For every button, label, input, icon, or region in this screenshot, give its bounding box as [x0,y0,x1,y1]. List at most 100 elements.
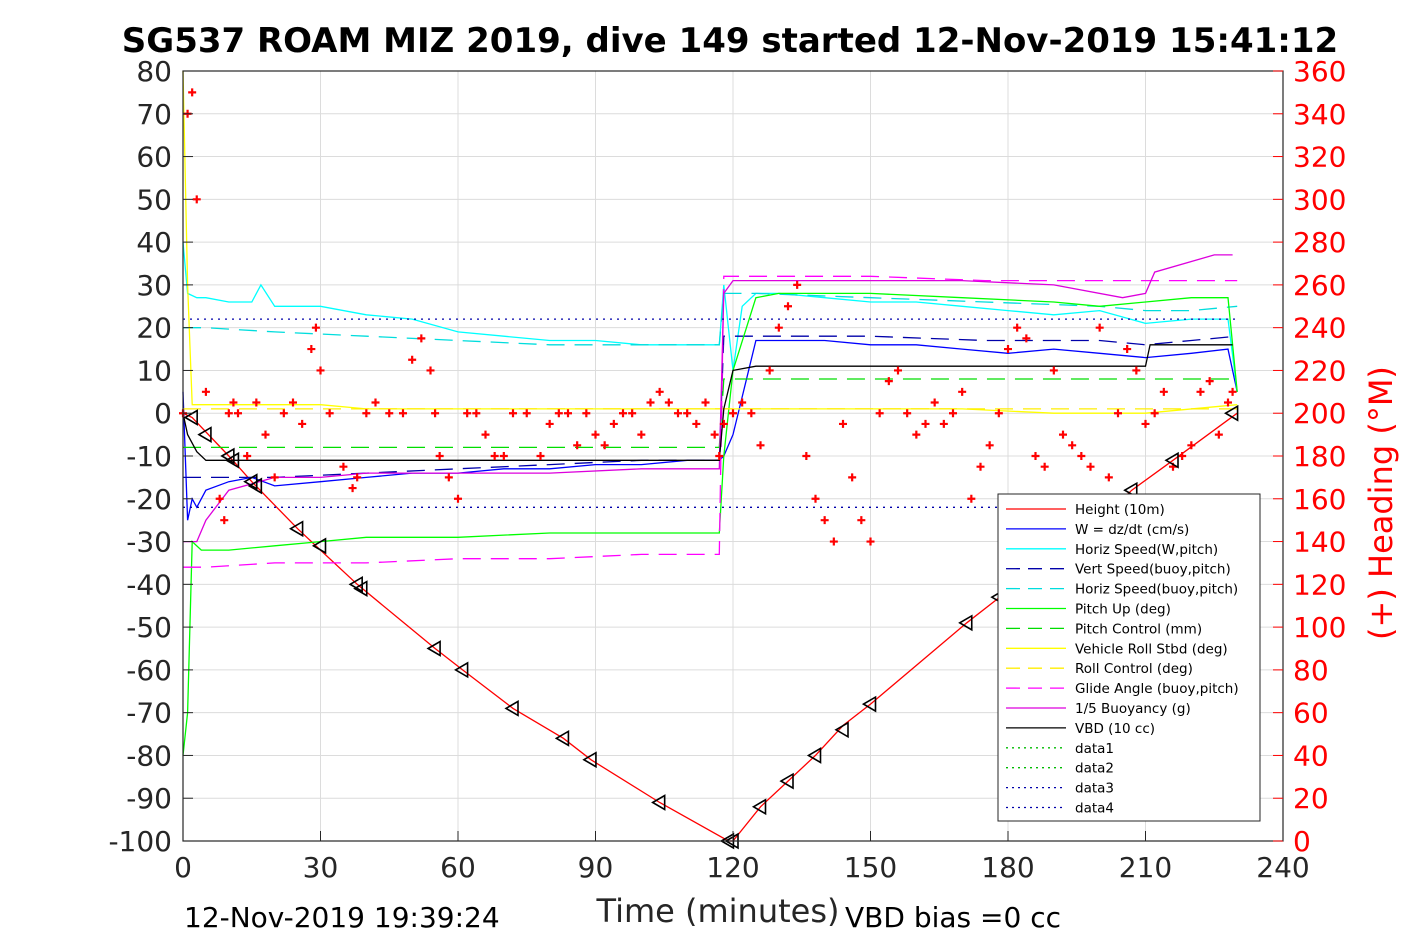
dive-marker [751,798,767,816]
heading-point [921,419,930,428]
heading-point [1095,323,1104,332]
heading-point [729,409,737,418]
series-line-6 [183,378,1238,449]
y-left-tick-label: 20 [136,312,172,345]
heading-point [719,419,728,428]
legend-label-7: Vehicle Roll Stbd (deg) [1075,641,1228,657]
dive-marker [1223,404,1239,422]
x-tick-label: 90 [578,851,614,884]
heading-point [857,516,866,525]
y-right-tick-label: 320 [1293,141,1346,174]
legend-label-0: Height (10m) [1075,502,1165,518]
y-right-tick-label: 120 [1293,568,1346,601]
heading-point [192,195,201,204]
heading-point [362,409,371,418]
heading-point [1022,334,1031,343]
heading-point [325,409,334,418]
heading-point [628,409,637,418]
heading-point [958,387,967,396]
heading-point [1077,452,1086,460]
y-right-tick-label: 180 [1293,440,1346,473]
heading-point [903,409,912,418]
y-left-tick-label: 0 [154,397,172,430]
heading-point [353,473,362,482]
heading-point [1031,452,1040,460]
heading-point [463,409,472,418]
heading-point [234,409,242,418]
heading-point [426,366,435,375]
heading-point [573,441,582,450]
heading-point [554,409,563,418]
heading-point [499,452,508,460]
legend-label-8: Roll Control (deg) [1075,661,1193,677]
y-right-tick-label: 340 [1293,98,1346,131]
heading-point [481,430,490,439]
y-axis-right-label: (+) Heading (°M) [1362,366,1400,640]
heading-point [939,419,948,428]
y-left-tick-label: -20 [126,483,172,516]
heading-point [371,398,380,407]
series-line-4 [183,292,1238,346]
legend-label-14: data3 [1075,781,1114,797]
x-tick-label: 150 [844,851,897,884]
heading-point [215,494,224,503]
heading-point [701,398,710,407]
heading-point [985,441,994,450]
heading-point [1004,345,1012,354]
legend-label-10: 1/5 Buoyancy (g) [1075,701,1191,717]
legend-label-15: data4 [1075,801,1114,817]
heading-point [1068,441,1077,450]
heading-point [637,430,646,439]
heading-point [829,537,838,546]
heading-point [1187,441,1196,450]
chart-title: SG537 ROAM MIZ 2019, dive 149 started 12… [122,21,1338,61]
heading-point [454,494,462,503]
dive-marker [958,614,973,632]
x-axis-label: Time (minutes) [596,892,840,930]
heading-point [1159,387,1168,396]
heading-point [710,430,719,439]
x-tick-label: 240 [1256,851,1309,884]
y-left-tick-label: 60 [136,141,172,174]
heading-point [802,452,811,460]
heading-point [1224,398,1232,407]
heading-point [609,419,618,428]
y-right-tick-label: 280 [1293,226,1346,259]
y-right-tick-label: 60 [1293,697,1329,730]
legend-label-5: Pitch Up (deg) [1075,602,1171,618]
y-right-tick-label: 0 [1293,825,1311,858]
y-left-tick-label: -10 [126,440,172,473]
heading-point [1013,323,1022,332]
heading-point [655,387,664,396]
heading-point [646,398,655,407]
heading-point [967,494,976,503]
y-right-tick-label: 100 [1293,611,1346,644]
y-right-tick-label: 140 [1293,526,1346,559]
heading-point [339,462,348,471]
heading-point [619,409,627,418]
heading-point [1150,409,1159,418]
y-right-tick-label: 160 [1293,483,1346,516]
heading-point [591,430,600,439]
dive-marker [861,695,877,713]
heading-point [848,473,857,482]
heading-point [774,323,783,332]
dive-marker [353,580,368,598]
x-tick-label: 30 [303,851,339,884]
heading-point [866,537,875,546]
heading-point [582,409,591,418]
y-axis-right: 3603403203002802602402202001801601401201… [1273,55,1346,858]
legend-label-6: Pitch Control (mm) [1075,621,1202,637]
heading-point [564,409,572,418]
dive-marker [806,747,822,764]
heading-point [229,398,238,407]
y-left-tick-label: -80 [126,739,172,772]
y-right-tick-label: 40 [1293,739,1329,772]
heading-point [408,355,417,364]
y-axis-left: 80 70 60 50 40 30 20 10 0 -10 -20 -30 -40 -50 -60 -70 -8… [108,55,193,858]
heading-point [472,409,481,418]
heading-point [600,441,609,450]
heading-point [298,419,307,428]
heading-point [1114,409,1122,418]
